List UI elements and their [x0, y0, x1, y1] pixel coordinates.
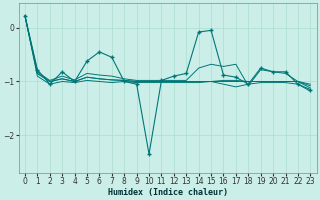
X-axis label: Humidex (Indice chaleur): Humidex (Indice chaleur): [108, 188, 228, 197]
